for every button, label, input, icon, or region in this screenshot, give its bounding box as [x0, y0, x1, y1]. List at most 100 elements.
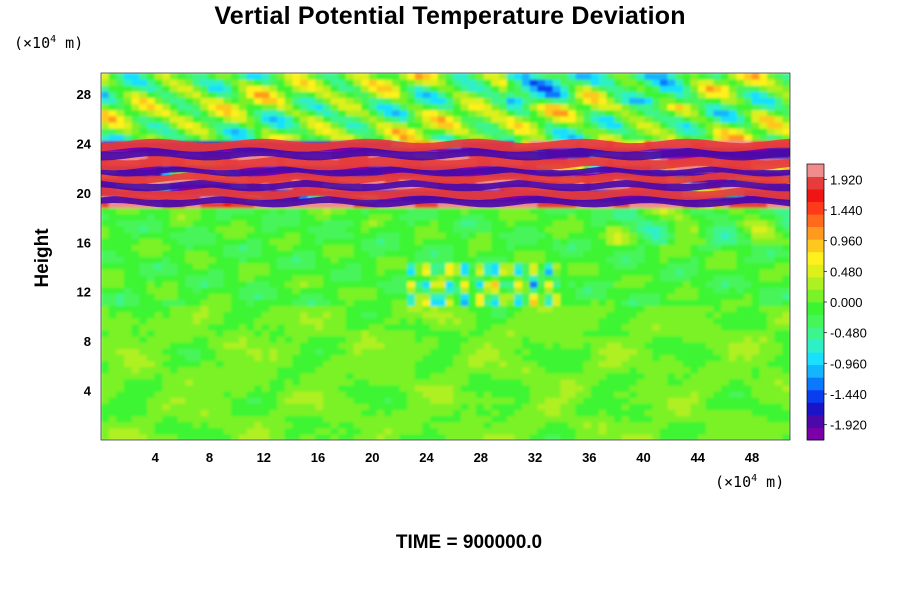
heatmap-cell — [476, 336, 485, 343]
heatmap-cell — [123, 121, 133, 129]
heatmap-cell — [575, 372, 584, 380]
heatmap-cell — [445, 274, 454, 282]
heatmap-cell — [476, 354, 485, 362]
heatmap-cell — [560, 372, 569, 380]
heatmap-cell — [560, 354, 569, 362]
heatmap-cell — [468, 378, 477, 386]
heatmap-cell — [636, 336, 646, 343]
heatmap-cell — [338, 360, 347, 368]
heatmap-cell — [284, 348, 293, 355]
heatmap-cell — [246, 415, 255, 423]
heatmap-cell — [445, 287, 454, 294]
heatmap-cell — [621, 109, 630, 117]
heatmap-cell — [690, 403, 699, 411]
heatmap-cell — [483, 274, 493, 282]
heatmap-cell — [560, 384, 569, 392]
heatmap-cell — [238, 103, 248, 111]
heatmap-cell — [300, 262, 309, 270]
heatmap-cell — [399, 232, 408, 239]
heatmap-cell — [238, 354, 248, 362]
heatmap-cell — [269, 427, 278, 435]
heatmap-cell — [713, 250, 722, 258]
heatmap-cell — [300, 415, 309, 423]
heatmap-cell — [667, 134, 676, 141]
heatmap-cell — [675, 415, 684, 423]
heatmap-cell — [560, 403, 569, 411]
heatmap-cell — [575, 378, 584, 386]
heatmap-cell — [606, 372, 615, 380]
heatmap-cell — [476, 329, 485, 337]
heatmap-cell — [154, 238, 163, 245]
heatmap-cell — [353, 238, 362, 245]
heatmap-cell — [353, 336, 362, 343]
heatmap-cell — [675, 336, 684, 343]
heatmap-cell — [338, 244, 347, 251]
heatmap-cell — [323, 256, 332, 264]
heatmap-cell — [721, 268, 730, 276]
heatmap-cell — [652, 336, 661, 343]
heatmap-cell — [499, 299, 508, 307]
heatmap-cell — [705, 219, 715, 227]
heatmap-cell — [759, 354, 768, 362]
heatmap-cell — [391, 219, 401, 227]
heatmap-cell — [154, 421, 163, 429]
heatmap-cell — [552, 256, 561, 264]
heatmap-cell — [108, 201, 117, 209]
heatmap-cell — [468, 421, 477, 429]
heatmap-cell — [422, 274, 431, 282]
heatmap-cell — [391, 415, 401, 423]
heatmap-cell — [751, 366, 760, 374]
heatmap-cell — [782, 372, 790, 380]
heatmap-cell — [468, 121, 477, 129]
heatmap-cell — [391, 238, 401, 245]
heatmap-cell — [468, 250, 477, 258]
heatmap-cell — [659, 146, 669, 154]
heatmap-cell — [208, 201, 217, 209]
heatmap-cell — [483, 409, 493, 417]
heatmap-cell — [491, 415, 500, 423]
heatmap-cell — [567, 342, 577, 349]
heatmap-cell — [744, 232, 753, 239]
heatmap-cell — [414, 409, 424, 417]
heatmap-cell — [231, 403, 240, 411]
heatmap-cell — [629, 115, 638, 123]
heatmap-cell — [169, 109, 179, 117]
heatmap-cell — [315, 329, 324, 337]
heatmap-cell — [399, 195, 408, 203]
heatmap-cell — [123, 201, 133, 209]
heatmap-cell — [215, 134, 225, 141]
heatmap-cell — [453, 397, 462, 404]
heatmap-cell — [345, 97, 355, 105]
heatmap-cell — [162, 274, 171, 282]
heatmap-cell — [215, 348, 225, 355]
heatmap-cell — [231, 433, 240, 440]
heatmap-cell — [231, 232, 240, 239]
heatmap-cell — [277, 232, 286, 239]
heatmap-cell — [499, 238, 508, 245]
heatmap-cell — [491, 403, 500, 411]
heatmap-cell — [139, 134, 148, 141]
heatmap-cell — [177, 427, 186, 435]
heatmap-cell — [185, 256, 194, 264]
heatmap-cell — [721, 232, 730, 239]
heatmap-cell — [414, 421, 424, 429]
heatmap-cell — [246, 128, 255, 135]
heatmap-cell — [185, 348, 194, 355]
heatmap-cell — [774, 421, 783, 429]
heatmap-cell — [613, 323, 623, 331]
heatmap-cell — [391, 391, 401, 398]
heatmap-cell — [430, 201, 439, 209]
heatmap-cell — [575, 299, 584, 307]
heatmap-cell — [208, 372, 217, 380]
heatmap-cell — [751, 415, 760, 423]
heatmap-cell — [590, 170, 600, 178]
heatmap-cell — [200, 397, 209, 404]
heatmap-cell — [430, 97, 439, 105]
heatmap-cell — [246, 360, 255, 368]
heatmap-cell — [338, 427, 347, 435]
heatmap-cell — [567, 348, 577, 355]
heatmap-cell — [223, 305, 232, 313]
heatmap-cell — [407, 256, 416, 264]
heatmap-cell — [613, 421, 623, 429]
heatmap-cell — [575, 109, 584, 117]
